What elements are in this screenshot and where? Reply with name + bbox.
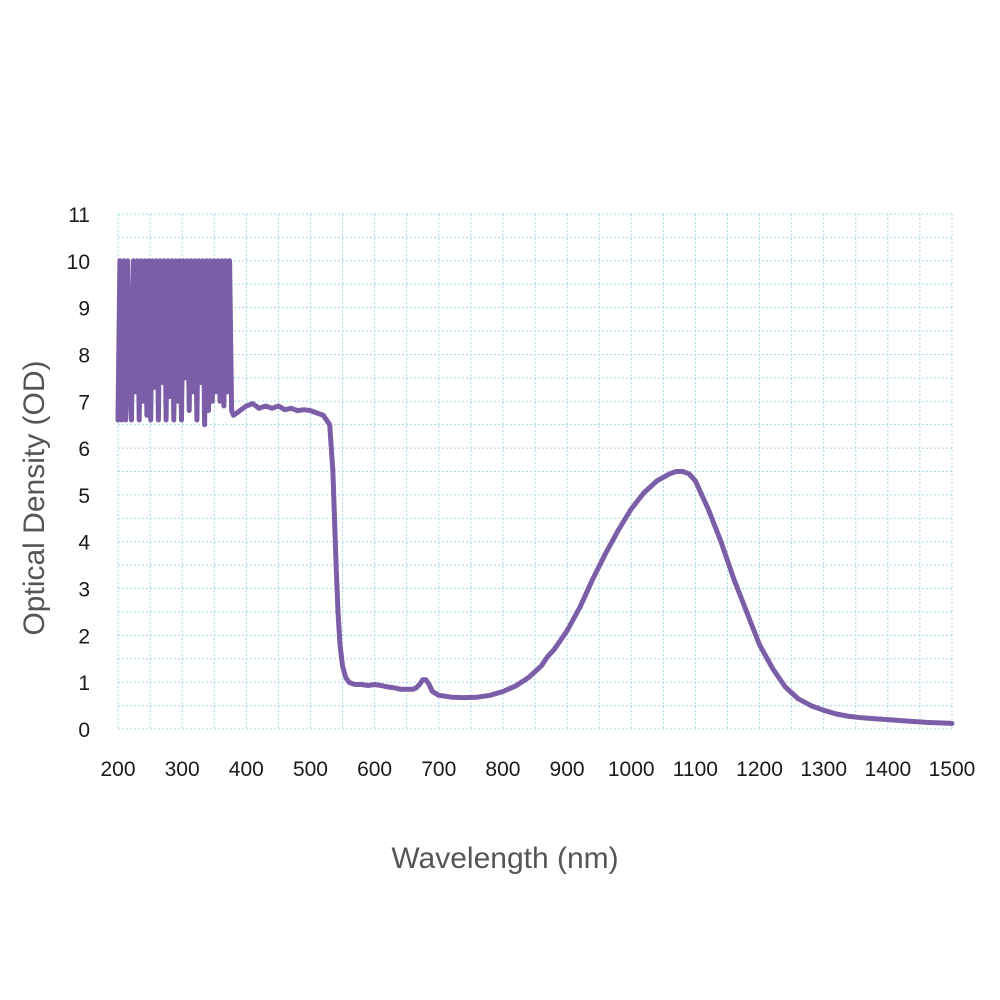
series-group: [115, 258, 955, 726]
y-tick-label: 11: [68, 204, 90, 227]
x-tick-label: 1000: [608, 758, 655, 781]
x-tick-label: 1400: [864, 758, 911, 781]
x-tick-label: 700: [421, 758, 456, 781]
series-line: [115, 258, 955, 726]
y-tick-label: 5: [78, 485, 90, 508]
x-tick-label: 1500: [929, 758, 976, 781]
x-tick-label: 400: [229, 758, 264, 781]
y-tick-label: 2: [78, 625, 90, 648]
x-tick-label: 1200: [736, 758, 783, 781]
x-tick-label: 800: [485, 758, 520, 781]
y-tick-label: 10: [67, 251, 90, 274]
y-tick-label: 3: [78, 579, 90, 602]
y-tick-label: 1: [78, 672, 90, 695]
x-tick-label: 500: [293, 758, 328, 781]
y-tick-label: 4: [78, 532, 90, 555]
x-tick-label: 200: [100, 758, 135, 781]
y-tick-label: 9: [78, 298, 90, 321]
y-axis-title: Optical Density (OD): [18, 360, 51, 635]
x-tick-label: 300: [165, 758, 200, 781]
y-tick-label: 8: [78, 344, 90, 367]
x-axis-ticks: 200 300 400 500 600 700 800 900 1000 1100 1200 1300…: [100, 758, 975, 781]
x-tick-label: 600: [357, 758, 392, 781]
x-tick-label: 900: [550, 758, 585, 781]
y-axis-ticks: 0 1 2 3 4 5 6 7 8 9 10 11: [67, 204, 91, 742]
x-axis-title: Wavelength (nm): [391, 842, 618, 875]
x-tick-label: 1300: [800, 758, 847, 781]
y-tick-label: 7: [78, 391, 90, 414]
x-tick-label: 1100: [673, 758, 718, 781]
y-tick-label: 6: [78, 438, 90, 461]
y-tick-label: 0: [78, 719, 90, 742]
